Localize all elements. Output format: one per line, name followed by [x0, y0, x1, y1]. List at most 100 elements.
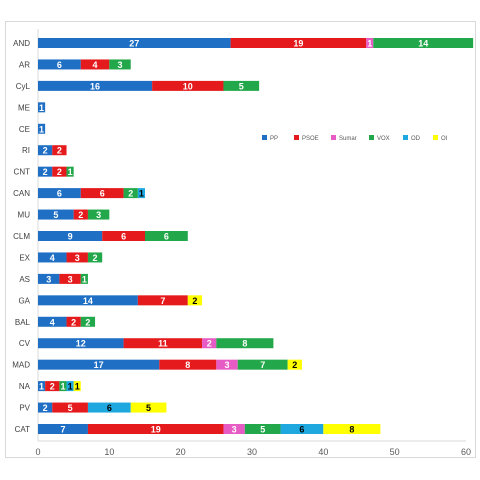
bar-segment [38, 338, 124, 349]
data-label: 4 [93, 60, 98, 70]
bar-segment [137, 188, 145, 199]
data-label: 1 [82, 274, 87, 284]
bar-segment [66, 252, 88, 263]
category-label: ME [18, 103, 30, 112]
bar-segment [373, 38, 474, 48]
bar-segment [152, 80, 224, 91]
data-label: 1 [39, 103, 44, 113]
bar-segment [287, 359, 302, 370]
bar-segment [38, 273, 60, 284]
x-tick-label: 60 [461, 447, 471, 457]
data-label: 1 [68, 167, 73, 177]
legend-swatch [369, 135, 374, 140]
data-label: 10 [183, 81, 193, 91]
data-label: 5 [146, 403, 151, 413]
data-label: 1 [68, 382, 73, 392]
bar-segment [38, 295, 138, 306]
data-label: 2 [71, 317, 76, 327]
category-label: AND [13, 39, 30, 48]
data-label: 5 [239, 81, 244, 91]
data-label: 6 [100, 189, 105, 199]
data-label: 6 [299, 425, 304, 435]
bar-segment [66, 316, 81, 327]
legend-label: VOX [377, 136, 390, 142]
legend-label: OD [411, 136, 421, 142]
data-label: 2 [128, 189, 133, 199]
bar-segment [45, 381, 60, 392]
bar-segment [123, 338, 203, 349]
bar-segment [80, 59, 110, 70]
data-label: 7 [260, 360, 265, 370]
data-label: 2 [43, 146, 48, 156]
bar-segment [52, 166, 67, 177]
data-label: 6 [107, 403, 112, 413]
legend-label: Sumar [339, 136, 357, 142]
bar-segment [80, 188, 124, 199]
data-label: 1 [139, 189, 144, 199]
bar-segment [38, 145, 53, 156]
data-label: 2 [43, 167, 48, 177]
data-label: 11 [158, 339, 168, 349]
bar-segment [73, 209, 88, 220]
data-label: 8 [242, 339, 247, 349]
data-label: 4 [50, 317, 55, 327]
legend-swatch [294, 135, 299, 140]
bar-segment [66, 166, 74, 177]
data-label: 27 [129, 39, 139, 49]
data-label: 2 [78, 210, 83, 220]
data-label: 4 [50, 253, 55, 263]
bar-segment [159, 359, 217, 370]
data-label: 5 [68, 403, 73, 413]
data-label: 2 [192, 296, 197, 306]
bar-segment [223, 424, 245, 434]
data-label: 1 [75, 382, 80, 392]
bar-segment [280, 424, 324, 434]
legend-swatch [433, 135, 438, 140]
data-label: 7 [60, 425, 65, 435]
data-label: 8 [185, 360, 190, 370]
stacked-bar-chart: 0 10 20 30 40 50 60 AND AR CyL ME CE RI CNT CAN MU CLM EX… [12, 29, 474, 457]
data-label: 17 [94, 360, 104, 370]
bar-segment [38, 252, 67, 263]
legend-swatch [403, 135, 408, 140]
category-label: PV [19, 404, 30, 413]
bar-segment [102, 231, 145, 241]
data-label: 5 [260, 425, 265, 435]
data-label: 14 [418, 39, 428, 49]
bar-segment [38, 424, 88, 434]
bar-segment [216, 338, 274, 349]
bar-segment [323, 424, 381, 434]
bar-segment [87, 252, 103, 263]
data-label: 2 [207, 339, 212, 349]
category-label: NA [19, 382, 31, 391]
bar-segment [145, 231, 188, 241]
data-label: 1 [39, 382, 44, 392]
data-label: 2 [292, 360, 297, 370]
bar-segment [38, 316, 67, 327]
data-label: 2 [85, 317, 90, 327]
data-label: 12 [76, 339, 86, 349]
bar-segment [38, 166, 53, 177]
data-label: 2 [43, 403, 48, 413]
data-label: 9 [68, 232, 73, 242]
bar-segment [237, 359, 288, 370]
bar-segment [59, 273, 81, 284]
bar-segment [38, 188, 81, 199]
bar-segment [87, 424, 224, 434]
data-label: 19 [151, 425, 161, 435]
category-label: BAL [15, 318, 31, 327]
bar-segment [80, 316, 96, 327]
bar-segment [244, 424, 281, 434]
category-label: CAT [15, 425, 31, 434]
category-label: EX [19, 253, 30, 262]
bar-segment [38, 38, 231, 48]
category-label: AS [19, 275, 30, 284]
category-label: MAD [12, 361, 30, 370]
data-label: 3 [96, 210, 101, 220]
bar-segment [187, 295, 203, 306]
bar-segment [52, 402, 88, 413]
x-tick-label: 40 [318, 447, 328, 457]
data-label: 2 [57, 146, 62, 156]
data-label: 3 [46, 274, 51, 284]
bar-segment [137, 295, 188, 306]
